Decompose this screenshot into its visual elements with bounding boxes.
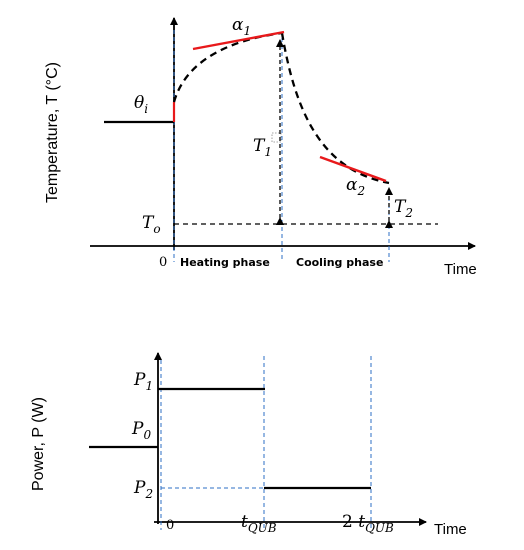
temperature-axis-label: Temperature, T (°C) xyxy=(44,62,61,203)
cooling-curve xyxy=(280,32,390,185)
p0-label: P0 xyxy=(131,419,151,442)
t1-label: T1 xyxy=(253,136,272,159)
heating-curve xyxy=(172,31,283,103)
theta-i-label: θi xyxy=(134,93,148,116)
origin-label-bottom: 0 xyxy=(166,518,174,533)
cooling-phase-label: Cooling phase xyxy=(296,256,383,269)
alpha2-tangent-line xyxy=(319,155,387,183)
two-t-qub-label: 2 tQUB xyxy=(342,512,394,535)
power-plot: Power, P (W) Time 0 P1 P0 P2 tQUB 2 tQUB xyxy=(30,352,467,538)
t1-marker-box xyxy=(271,132,282,143)
alpha1-tangent-line xyxy=(192,30,285,51)
to-label: To xyxy=(142,213,161,236)
time-axis-label-top: Time xyxy=(444,261,477,278)
time-axis-label-bottom: Time xyxy=(434,521,467,538)
t2-label: T2 xyxy=(394,197,413,220)
origin-label-top: 0 xyxy=(159,255,167,270)
p2-label: P2 xyxy=(133,478,153,501)
t-qub-label: tQUB xyxy=(241,512,277,535)
temperature-plot: Temperature, T (°C) Time 0 Heating phase… xyxy=(44,15,477,278)
p1-label: P1 xyxy=(133,370,153,393)
alpha1-label: α1 xyxy=(232,15,251,38)
alpha2-label: α2 xyxy=(346,175,365,198)
power-axis-label: Power, P (W) xyxy=(30,397,47,491)
heating-phase-label: Heating phase xyxy=(180,256,270,269)
